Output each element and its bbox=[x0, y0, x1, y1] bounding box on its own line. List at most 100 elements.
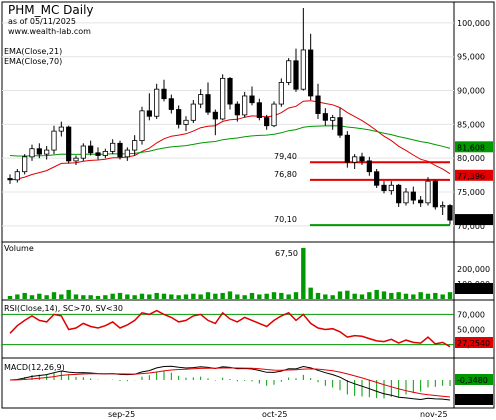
volume-bar bbox=[411, 294, 416, 299]
x-label-sep: sep-25 bbox=[108, 410, 135, 419]
candle-body bbox=[242, 95, 248, 116]
ema21-line bbox=[9, 100, 451, 181]
volume-bar bbox=[147, 294, 152, 299]
candle-body bbox=[440, 205, 446, 208]
candle-body bbox=[73, 157, 79, 162]
volume-bar bbox=[161, 293, 167, 299]
rsi-value-tag-bg bbox=[455, 337, 493, 348]
candle-body bbox=[36, 148, 42, 155]
price-value-tag-bg bbox=[455, 169, 493, 181]
candle-body bbox=[344, 134, 350, 163]
volume-bar bbox=[447, 292, 453, 299]
volume-bar bbox=[176, 295, 181, 299]
candle-body bbox=[88, 145, 94, 154]
volume-bar bbox=[44, 295, 49, 299]
candle-body bbox=[410, 191, 416, 201]
candle-body bbox=[66, 126, 72, 162]
volume-bar bbox=[103, 295, 108, 299]
price-axis-tick: 75,000 bbox=[457, 188, 485, 197]
volume-bar bbox=[132, 295, 137, 299]
candle-body bbox=[352, 156, 358, 163]
volume-bar bbox=[440, 294, 445, 299]
candle-body bbox=[432, 180, 438, 208]
candle-body bbox=[286, 60, 292, 83]
level-label: 70,10 bbox=[274, 215, 297, 224]
candle-body bbox=[110, 142, 116, 152]
volume-bar bbox=[425, 293, 431, 299]
candle-body bbox=[168, 98, 174, 110]
candle-body bbox=[190, 103, 196, 121]
volume-bars bbox=[7, 247, 453, 299]
candle-body bbox=[308, 49, 314, 97]
candle-body bbox=[249, 95, 255, 104]
volume-bar bbox=[7, 295, 13, 299]
volume-bar bbox=[293, 292, 299, 299]
candle-body bbox=[161, 88, 167, 100]
candle-body bbox=[366, 160, 372, 173]
candle-body bbox=[418, 199, 424, 204]
volume-bar bbox=[198, 294, 203, 299]
volume-bar bbox=[125, 294, 130, 299]
macd-plot bbox=[9, 365, 451, 401]
volume-bar bbox=[315, 292, 321, 299]
volume-value-tag-bg bbox=[455, 283, 493, 294]
candle-body bbox=[139, 110, 145, 142]
volume-bar bbox=[279, 292, 284, 299]
rsi-pane-frame bbox=[1, 299, 495, 359]
candle-body bbox=[337, 117, 343, 136]
price-value-tag: 81,608 bbox=[457, 143, 485, 152]
volume-bar bbox=[359, 294, 365, 299]
candle-body bbox=[205, 94, 211, 113]
volume-bar bbox=[205, 292, 211, 299]
value-tags: 81,608 77,396 70,850 79,106 27,2540 -0,3480 -3… bbox=[455, 141, 493, 405]
volume-bar bbox=[301, 247, 306, 299]
volume-bar bbox=[271, 292, 277, 299]
price-value-tag: 77,396 bbox=[457, 172, 485, 181]
volume-bar bbox=[227, 291, 233, 299]
volume-value-tag: 79,106 bbox=[457, 285, 485, 294]
candle-body bbox=[264, 117, 270, 127]
candle-body bbox=[146, 110, 152, 117]
candle-body bbox=[95, 152, 101, 156]
volume-bar bbox=[418, 292, 423, 299]
candle-body bbox=[381, 184, 387, 192]
x-label-oct: oct-25 bbox=[262, 410, 288, 419]
volume-bar bbox=[249, 292, 255, 299]
volume-bar bbox=[51, 292, 57, 299]
volume-bar bbox=[257, 294, 262, 299]
price-axis-tick: 85,000 bbox=[457, 120, 485, 129]
candle-body bbox=[212, 111, 218, 120]
candle-body bbox=[154, 88, 160, 117]
price-value-tag: 70,850 bbox=[457, 216, 485, 225]
chart-title: PHM_MC Daily bbox=[8, 3, 94, 17]
candle-body bbox=[183, 119, 189, 125]
volume-bar bbox=[139, 293, 145, 299]
volume-bar bbox=[110, 293, 115, 299]
candle-body bbox=[271, 103, 277, 127]
rsi-label: RSI(Close,14), SC>70, SV<30 bbox=[4, 304, 123, 313]
volume-bar bbox=[352, 293, 357, 299]
macd-signal-tag-bg bbox=[455, 374, 493, 385]
rsi-series bbox=[9, 309, 451, 348]
macd-value-tag: -3,0730 bbox=[457, 396, 488, 405]
volume-bar bbox=[330, 295, 335, 299]
volume-pane-frame bbox=[1, 241, 495, 301]
legend-ema21: EMA(Close,21) bbox=[4, 47, 62, 56]
volume-bar bbox=[29, 295, 35, 299]
rsi-axis-tick: 70,000 bbox=[457, 310, 485, 319]
rsi-line bbox=[2, 309, 454, 348]
candle-body bbox=[22, 156, 28, 173]
candle-body bbox=[388, 184, 394, 192]
candle-body bbox=[315, 95, 321, 114]
candle-body bbox=[300, 49, 306, 90]
volume-bar bbox=[95, 295, 101, 299]
candle-body bbox=[403, 191, 409, 204]
candle-body bbox=[447, 205, 453, 221]
volume-bar bbox=[403, 293, 409, 299]
candle-body bbox=[29, 148, 35, 158]
volume-bar bbox=[264, 293, 269, 299]
volume-bar bbox=[337, 291, 343, 299]
rsi-axis-tick: 50,000 bbox=[457, 326, 485, 335]
candle-body bbox=[359, 156, 365, 162]
